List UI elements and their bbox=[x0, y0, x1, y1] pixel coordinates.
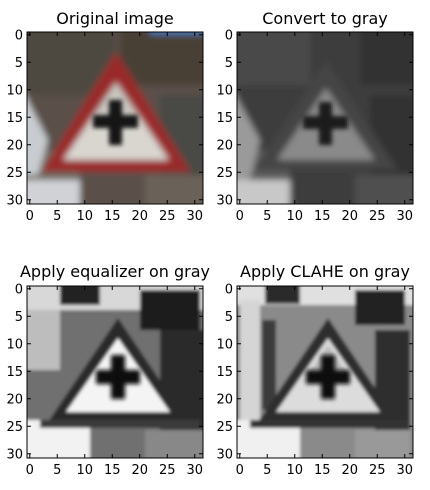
x-tick-label: 25 bbox=[369, 463, 386, 478]
y-tick-label: 0 bbox=[225, 28, 233, 43]
sign-image-clahe bbox=[237, 286, 413, 458]
y-tick-label: 15 bbox=[6, 365, 23, 380]
axes-frame bbox=[236, 31, 414, 205]
y-tick-label: 5 bbox=[15, 310, 23, 325]
y-tick-label: 20 bbox=[216, 138, 233, 153]
x-tick-label: 5 bbox=[263, 463, 271, 478]
x-tick-label: 30 bbox=[186, 463, 203, 478]
y-tick-label: 25 bbox=[6, 166, 23, 181]
x-ticks: 0 5 10 15 20 25 30 bbox=[236, 32, 413, 224]
x-tick-label: 10 bbox=[286, 209, 303, 224]
x-tick-label: 25 bbox=[159, 463, 176, 478]
x-tick-label: 10 bbox=[286, 463, 303, 478]
x-tick-label: 20 bbox=[341, 463, 358, 478]
y-ticks: 0 5 10 15 20 25 30 bbox=[216, 282, 413, 462]
x-ticks: 0 5 10 15 20 25 30 bbox=[26, 32, 203, 224]
x-tick-label: 10 bbox=[76, 209, 93, 224]
y-tick-label: 25 bbox=[6, 420, 23, 435]
y-tick-label: 10 bbox=[6, 83, 23, 98]
y-tick-label: 30 bbox=[216, 447, 233, 462]
x-tick-label: 0 bbox=[26, 209, 34, 224]
x-tick-label: 10 bbox=[76, 463, 93, 478]
x-tick-label: 30 bbox=[396, 209, 413, 224]
x-tick-label: 25 bbox=[159, 209, 176, 224]
panel-title: Apply CLAHE on gray bbox=[240, 262, 410, 281]
y-tick-label: 20 bbox=[216, 392, 233, 407]
y-tick-label: 5 bbox=[225, 310, 233, 325]
y-tick-label: 5 bbox=[15, 56, 23, 71]
panel-apply-equalizer: Apply equalizer on gray 0 5 10 15 20 25 30 bbox=[6, 262, 210, 478]
x-tick-label: 20 bbox=[131, 463, 148, 478]
y-tick-label: 15 bbox=[6, 111, 23, 126]
panel-convert-to-gray: Convert to gray 0 5 10 15 20 25 30 0 5 10 15 20 25 3… bbox=[216, 9, 414, 224]
y-ticks: 0 5 10 15 20 25 30 bbox=[6, 28, 203, 208]
y-ticks: 0 5 10 15 20 25 30 bbox=[216, 28, 413, 208]
axes-frame bbox=[26, 31, 204, 205]
panel-title: Apply equalizer on gray bbox=[20, 262, 210, 281]
y-ticks: 0 5 10 15 20 25 30 bbox=[6, 282, 203, 462]
sign-image-color bbox=[27, 32, 203, 204]
y-tick-label: 0 bbox=[225, 282, 233, 297]
x-tick-label: 5 bbox=[263, 209, 271, 224]
y-tick-label: 0 bbox=[15, 28, 23, 43]
x-ticks: 0 5 10 15 20 25 30 bbox=[26, 286, 203, 478]
y-tick-label: 20 bbox=[6, 138, 23, 153]
x-tick-label: 5 bbox=[53, 209, 61, 224]
y-tick-label: 30 bbox=[216, 193, 233, 208]
y-tick-label: 15 bbox=[216, 365, 233, 380]
x-tick-label: 0 bbox=[236, 463, 244, 478]
x-tick-label: 15 bbox=[314, 463, 331, 478]
axes-frame bbox=[236, 285, 414, 459]
x-tick-label: 0 bbox=[26, 463, 34, 478]
x-tick-label: 20 bbox=[131, 209, 148, 224]
y-tick-label: 25 bbox=[216, 166, 233, 181]
panel-original-image: Original image 0 5 10 15 20 25 30 bbox=[6, 9, 204, 224]
sign-image-equalized bbox=[27, 286, 203, 458]
x-ticks: 0 5 10 15 20 25 30 bbox=[236, 286, 413, 478]
x-tick-label: 15 bbox=[104, 463, 121, 478]
y-tick-label: 10 bbox=[6, 337, 23, 352]
axes-frame bbox=[26, 285, 204, 459]
x-tick-label: 20 bbox=[341, 209, 358, 224]
panel-title: Original image bbox=[56, 9, 174, 28]
x-tick-label: 30 bbox=[396, 463, 413, 478]
x-tick-label: 15 bbox=[104, 209, 121, 224]
y-tick-label: 5 bbox=[225, 56, 233, 71]
x-tick-label: 25 bbox=[369, 209, 386, 224]
x-tick-label: 0 bbox=[236, 209, 244, 224]
y-tick-label: 30 bbox=[6, 447, 23, 462]
y-tick-label: 10 bbox=[216, 337, 233, 352]
y-tick-label: 30 bbox=[6, 193, 23, 208]
y-tick-label: 20 bbox=[6, 392, 23, 407]
x-tick-label: 30 bbox=[186, 209, 203, 224]
y-tick-label: 25 bbox=[216, 420, 233, 435]
x-tick-label: 15 bbox=[314, 209, 331, 224]
panel-title: Convert to gray bbox=[262, 9, 388, 28]
y-tick-label: 15 bbox=[216, 111, 233, 126]
x-tick-label: 5 bbox=[53, 463, 61, 478]
y-tick-label: 0 bbox=[15, 282, 23, 297]
panel-apply-clahe: Apply CLAHE on gray bbox=[216, 262, 414, 478]
y-tick-label: 10 bbox=[216, 83, 233, 98]
sign-image-gray bbox=[237, 32, 413, 204]
